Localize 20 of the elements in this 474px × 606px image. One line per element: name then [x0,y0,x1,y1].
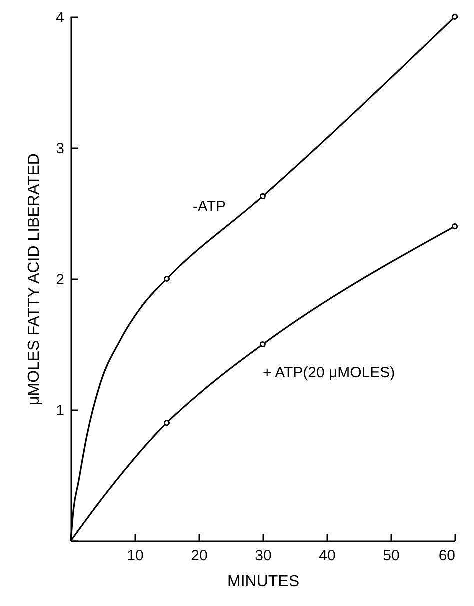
point [452,14,458,20]
y-tick-label: 3 [56,140,64,158]
y-axis-title: μMOLES FATTY ACID LIBERATED [26,154,44,406]
y-tick-label: 4 [56,10,64,26]
point [164,276,170,282]
x-tick-label: 50 [383,548,400,564]
y-tick-label: 2 [56,272,64,288]
point [260,193,266,200]
x-tick-label: 30 [255,548,272,564]
point [260,341,266,348]
point [164,420,170,426]
x-tick-label: 20 [191,548,208,564]
y-tick-label: 1 [56,402,64,420]
point [452,224,458,230]
series-label: + ATP(20 μMOLES) [263,364,396,382]
series-label: -ATP [192,198,226,216]
x-axis-title: MINUTES [228,574,300,590]
x-tick-label: 60 [438,548,456,564]
x-tick-label: 40 [319,548,336,564]
x-tick-label: 10 [127,548,144,564]
